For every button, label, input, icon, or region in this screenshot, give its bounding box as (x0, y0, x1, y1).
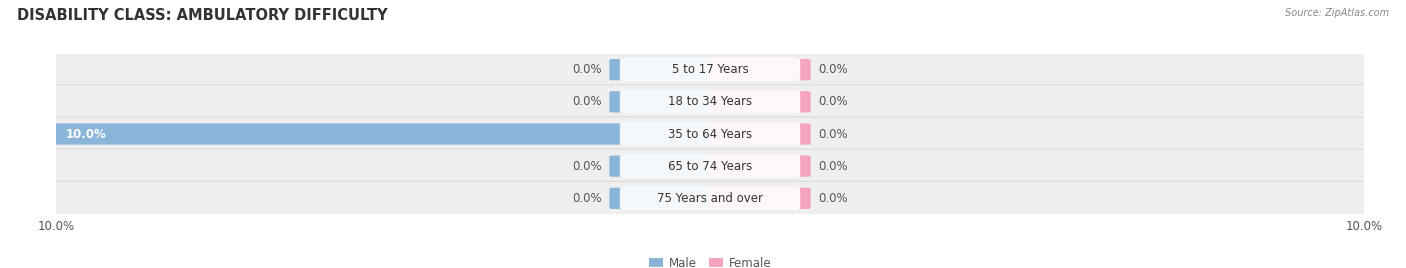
Text: DISABILITY CLASS: AMBULATORY DIFFICULTY: DISABILITY CLASS: AMBULATORY DIFFICULTY (17, 8, 388, 23)
Text: Source: ZipAtlas.com: Source: ZipAtlas.com (1285, 8, 1389, 18)
FancyBboxPatch shape (707, 123, 811, 145)
FancyBboxPatch shape (609, 91, 713, 113)
FancyBboxPatch shape (707, 91, 811, 113)
Text: 0.0%: 0.0% (572, 95, 602, 108)
Text: 0.0%: 0.0% (572, 160, 602, 173)
Text: 0.0%: 0.0% (572, 192, 602, 205)
Text: 0.0%: 0.0% (818, 63, 848, 76)
Legend: Male, Female: Male, Female (648, 256, 772, 268)
FancyBboxPatch shape (53, 117, 1367, 151)
FancyBboxPatch shape (707, 188, 811, 209)
Text: 18 to 34 Years: 18 to 34 Years (668, 95, 752, 108)
FancyBboxPatch shape (707, 155, 811, 177)
Text: 10.0%: 10.0% (66, 128, 107, 140)
Text: 0.0%: 0.0% (818, 160, 848, 173)
Text: 65 to 74 Years: 65 to 74 Years (668, 160, 752, 173)
FancyBboxPatch shape (53, 53, 1367, 87)
FancyBboxPatch shape (707, 59, 811, 80)
Text: 0.0%: 0.0% (818, 95, 848, 108)
Text: 5 to 17 Years: 5 to 17 Years (672, 63, 748, 76)
FancyBboxPatch shape (609, 59, 713, 80)
FancyBboxPatch shape (620, 58, 800, 81)
FancyBboxPatch shape (609, 188, 713, 209)
Text: 35 to 64 Years: 35 to 64 Years (668, 128, 752, 140)
FancyBboxPatch shape (620, 122, 800, 146)
FancyBboxPatch shape (53, 123, 713, 145)
FancyBboxPatch shape (53, 85, 1367, 119)
Text: 0.0%: 0.0% (818, 128, 848, 140)
FancyBboxPatch shape (53, 181, 1367, 215)
Text: 0.0%: 0.0% (818, 192, 848, 205)
FancyBboxPatch shape (620, 187, 800, 210)
FancyBboxPatch shape (620, 155, 800, 178)
FancyBboxPatch shape (620, 90, 800, 113)
Text: 0.0%: 0.0% (572, 63, 602, 76)
FancyBboxPatch shape (53, 149, 1367, 183)
Text: 75 Years and over: 75 Years and over (657, 192, 763, 205)
FancyBboxPatch shape (609, 155, 713, 177)
